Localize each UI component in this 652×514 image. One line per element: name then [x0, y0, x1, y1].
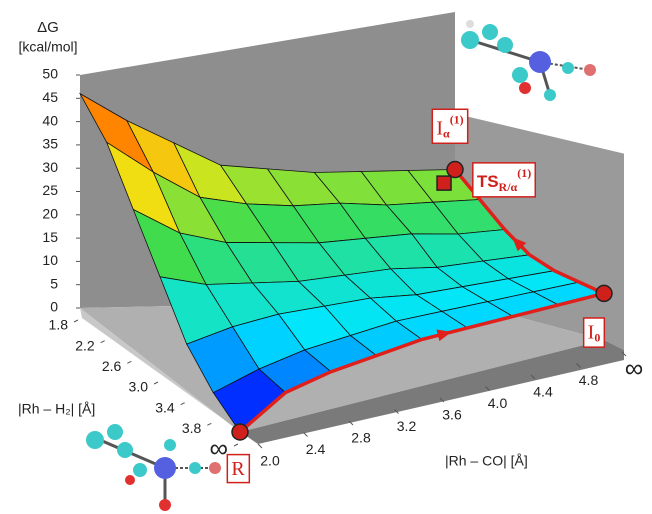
z-tick-label: 40 [42, 112, 58, 128]
point-label-sub: 0 [594, 330, 600, 344]
y-tick [234, 444, 238, 446]
y-tick [207, 423, 211, 425]
point-label-label: TS [477, 173, 499, 192]
y-axis-title: |Rh – H₂| [Å] [18, 401, 95, 417]
z-tick-label: 5 [50, 275, 58, 291]
x-tick-label: 2.0 [260, 453, 280, 469]
point-marker [232, 424, 248, 440]
x-tick-label: 4.4 [533, 384, 553, 400]
x-tick-label: 4.8 [579, 372, 599, 388]
point-marker [447, 162, 463, 178]
z-tick-label: 15 [42, 229, 58, 245]
z-tick-label: 30 [42, 159, 58, 175]
y-tick [101, 341, 105, 343]
point-label-label: I [588, 321, 595, 343]
y-tick-label: 3.4 [155, 399, 175, 415]
y-tick [154, 382, 158, 384]
point-label-label: I [436, 117, 443, 139]
point-label-sup: (1) [517, 166, 531, 180]
point-label: R [231, 458, 245, 480]
x-tick [258, 444, 262, 448]
chart: RI0Iα(1)TSR/α(1) ΔG [kcal/mol] |Rh – H₂|… [0, 0, 652, 514]
x-tick [304, 433, 308, 437]
x-tick-label: 2.8 [351, 430, 371, 446]
point-marker [596, 285, 612, 301]
y-tick-label: 2.6 [102, 358, 122, 374]
y-tick-label: ∞ [209, 433, 228, 463]
x-tick-label: 4.0 [488, 395, 508, 411]
x-axis-title: |Rh – CO| [Å] [445, 453, 528, 469]
y-tick [181, 403, 185, 405]
point-label-sub: R/α [499, 180, 518, 194]
z-tick-label: 35 [42, 136, 58, 152]
point-label-label: R [231, 458, 245, 480]
point-label-sup: (1) [450, 112, 464, 126]
y-tick-label: 1.8 [49, 317, 69, 333]
point-marker [437, 176, 451, 190]
x-tick-label: ∞ [625, 353, 644, 383]
z-tick-label: 10 [42, 252, 58, 268]
point-label-sub: α [443, 126, 450, 140]
molecule-bottom [86, 424, 221, 511]
y-tick [74, 320, 78, 322]
z-tick-label: 0 [50, 299, 58, 315]
x-tick-label: 3.6 [442, 407, 462, 423]
z-tick-label: 45 [42, 89, 58, 105]
z-axis-unit: [kcal/mol] [18, 39, 77, 55]
y-tick-label: 3.0 [129, 379, 149, 395]
y-tick [127, 361, 131, 363]
x-tick-label: 3.2 [397, 418, 417, 434]
z-tick-label: 50 [42, 66, 58, 82]
y-tick-label: 3.8 [182, 420, 202, 436]
z-axis-title: ΔG [37, 19, 59, 36]
molecule-top [461, 20, 596, 101]
y-tick-label: 2.2 [75, 337, 95, 353]
x-tick-label: 2.4 [306, 441, 326, 457]
z-tick-label: 25 [42, 182, 58, 198]
z-tick-label: 20 [42, 206, 58, 222]
